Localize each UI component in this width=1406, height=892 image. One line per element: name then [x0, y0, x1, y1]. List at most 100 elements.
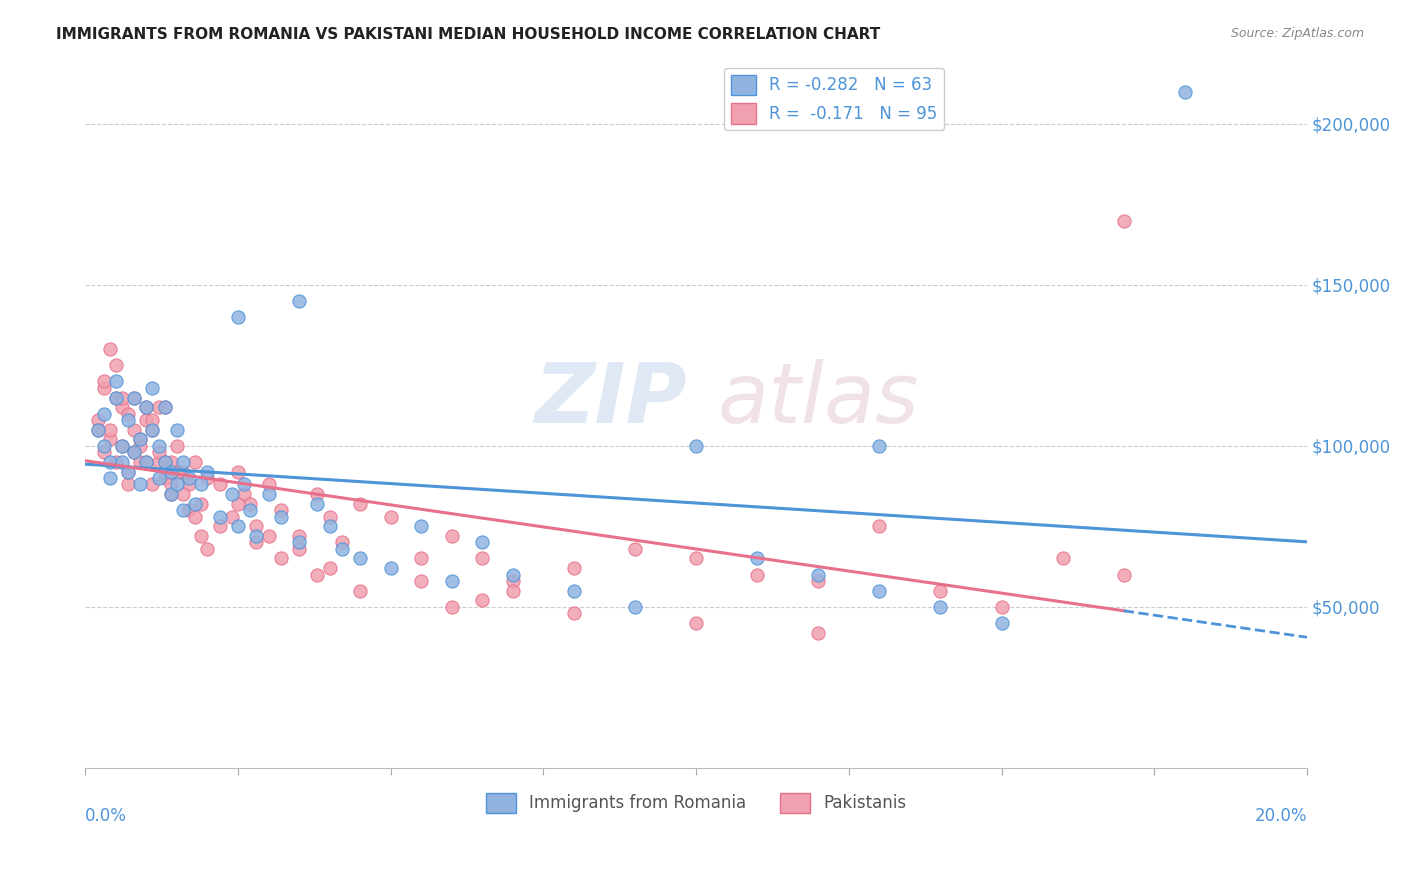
Point [135, 455, 157, 469]
Point [111, 401, 134, 415]
Point [562, 583, 585, 598]
Point [141, 413, 163, 427]
Point [380, 509, 402, 524]
Point [129, 477, 152, 491]
Point [122, 391, 145, 405]
Point [307, 497, 329, 511]
Point [747, 567, 769, 582]
Point [135, 455, 157, 469]
Point [226, 465, 249, 479]
Point [270, 503, 292, 517]
Point [166, 423, 188, 437]
Point [685, 551, 707, 566]
Text: IMMIGRANTS FROM ROMANIA VS PAKISTANI MEDIAN HOUSEHOLD INCOME CORRELATION CHART: IMMIGRANTS FROM ROMANIA VS PAKISTANI MED… [56, 27, 880, 42]
Point [129, 433, 152, 447]
Point [288, 541, 311, 556]
Point [93, 439, 115, 453]
Point [129, 433, 152, 447]
Point [349, 583, 371, 598]
Point [197, 471, 219, 485]
Point [166, 465, 188, 479]
Point [807, 625, 830, 640]
Point [135, 401, 157, 415]
Point [411, 551, 433, 566]
Point [98, 343, 121, 357]
Point [440, 599, 463, 614]
Point [184, 509, 207, 524]
Point [104, 391, 127, 405]
Point [159, 477, 181, 491]
Point [141, 423, 163, 437]
Point [141, 477, 163, 491]
Point [245, 519, 267, 533]
Point [233, 477, 256, 491]
Point [117, 465, 139, 479]
Point [685, 439, 707, 453]
Point [122, 445, 145, 459]
Point [148, 471, 170, 485]
Point [221, 487, 243, 501]
Point [226, 310, 249, 324]
Point [411, 574, 433, 588]
Point [929, 583, 952, 598]
Point [153, 455, 176, 469]
Point [221, 509, 243, 524]
Point [117, 407, 139, 421]
Point [208, 509, 231, 524]
Point [208, 477, 231, 491]
Point [159, 465, 181, 479]
Point [257, 487, 280, 501]
Text: ZIP: ZIP [534, 359, 688, 440]
Point [270, 509, 292, 524]
Point [117, 465, 139, 479]
Point [502, 574, 524, 588]
Point [153, 471, 176, 485]
Point [1174, 85, 1197, 99]
Point [122, 445, 145, 459]
Point [86, 423, 108, 437]
Point [117, 477, 139, 491]
Point [172, 465, 194, 479]
Point [166, 477, 188, 491]
Point [184, 455, 207, 469]
Point [288, 535, 311, 549]
Point [624, 599, 647, 614]
Point [990, 615, 1012, 630]
Point [747, 551, 769, 566]
Point [179, 477, 201, 491]
Point [307, 567, 329, 582]
Point [440, 574, 463, 588]
Point [208, 519, 231, 533]
Point [1052, 551, 1074, 566]
Text: atlas: atlas [717, 359, 920, 440]
Point [380, 561, 402, 575]
Point [104, 455, 127, 469]
Point [129, 439, 152, 453]
Point [190, 529, 212, 543]
Point [868, 583, 890, 598]
Point [148, 439, 170, 453]
Point [624, 541, 647, 556]
Point [990, 599, 1012, 614]
Point [239, 497, 262, 511]
Point [159, 487, 181, 501]
Point [111, 439, 134, 453]
Point [307, 487, 329, 501]
Point [190, 477, 212, 491]
Point [153, 455, 176, 469]
Point [129, 455, 152, 469]
Point [93, 375, 115, 389]
Point [135, 401, 157, 415]
Text: 20.0%: 20.0% [1254, 806, 1308, 824]
Point [1112, 567, 1135, 582]
Point [440, 529, 463, 543]
Point [330, 541, 353, 556]
Point [111, 391, 134, 405]
Point [98, 471, 121, 485]
Point [86, 413, 108, 427]
Point [257, 477, 280, 491]
Point [471, 551, 494, 566]
Point [166, 439, 188, 453]
Point [868, 439, 890, 453]
Point [226, 497, 249, 511]
